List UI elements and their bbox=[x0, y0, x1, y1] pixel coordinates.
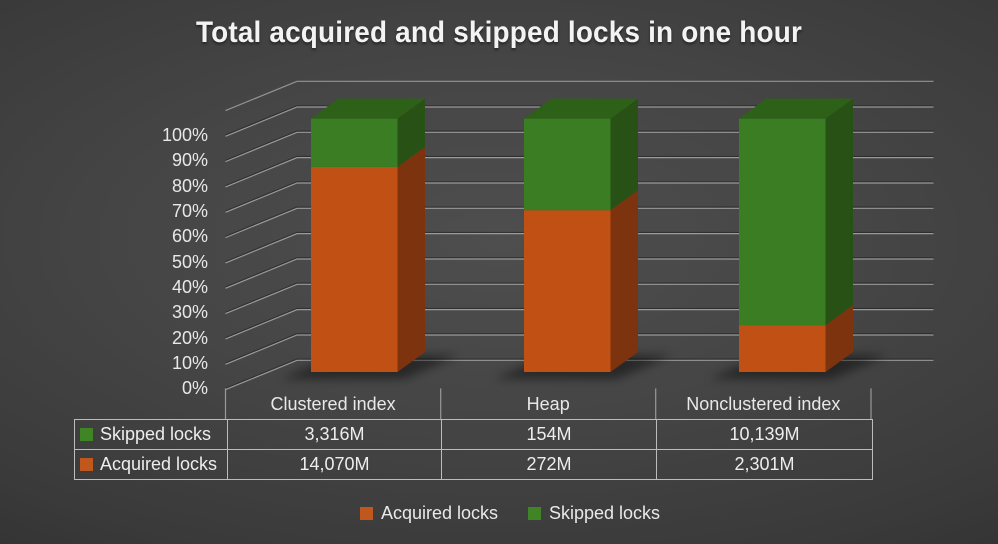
skipped-locks-swatch bbox=[80, 428, 93, 441]
skipped-segment-top[interactable] bbox=[311, 98, 425, 119]
table-cell: 14,070M bbox=[227, 449, 442, 480]
table-row-label: Skipped locks bbox=[100, 424, 212, 444]
table-cell: 2,301M bbox=[656, 449, 873, 480]
skipped-locks-legend-swatch bbox=[528, 506, 541, 520]
y-axis-tick-label: 40% bbox=[171, 277, 208, 298]
chart-data-table: Skipped locks 3,316M 154M 10,139M Acquir… bbox=[74, 419, 873, 480]
legend-item-skipped-locks[interactable]: Skipped locks bbox=[528, 503, 660, 524]
table-cell: 10,139M bbox=[656, 419, 873, 450]
table-cell: 3,316M bbox=[227, 419, 442, 450]
table-row-acquired-locks: Acquired locks 14,070M 272M 2,301M bbox=[74, 449, 873, 480]
y-axis-tick-label: 100% bbox=[161, 125, 208, 146]
gridline-shadow bbox=[225, 231, 934, 263]
gridline bbox=[225, 258, 934, 289]
skipped-segment-side[interactable] bbox=[397, 98, 426, 167]
acquired-segment-front[interactable] bbox=[739, 325, 826, 372]
gridline bbox=[225, 106, 934, 137]
category-label-heap: Heap bbox=[526, 394, 570, 414]
gridline bbox=[225, 233, 934, 264]
skipped-segment-top[interactable] bbox=[739, 98, 853, 119]
y-axis-tick-label: 70% bbox=[171, 201, 208, 222]
acquired-segment-side[interactable] bbox=[397, 146, 426, 372]
skipped-segment-side[interactable] bbox=[825, 98, 854, 326]
acquired-locks-swatch bbox=[80, 458, 93, 471]
y-axis-tick-label: 60% bbox=[171, 226, 208, 247]
y-axis: 0% 10% 20% 30% 40% 50% 60% 70% 80% 90% 100% bbox=[0, 0, 208, 544]
chart-legend: Acquired locks Skipped locks bbox=[0, 503, 998, 523]
gridline-shadow bbox=[225, 105, 934, 136]
category-label-nonclustered-index: Nonclustered index bbox=[686, 394, 841, 414]
gridline-shadow bbox=[225, 206, 934, 237]
table-cell: 154M bbox=[441, 419, 657, 450]
gridline-shadow bbox=[225, 282, 934, 313]
gridline bbox=[225, 207, 934, 239]
gridline bbox=[225, 182, 934, 213]
gridline bbox=[225, 359, 934, 391]
acquired-locks-legend-swatch bbox=[359, 506, 373, 520]
acquired-segment-side[interactable] bbox=[825, 305, 854, 372]
gridline-shadow bbox=[225, 257, 934, 288]
y-axis-tick-label: 50% bbox=[171, 251, 208, 272]
bar-nonclustered-index bbox=[709, 98, 888, 379]
gridline bbox=[225, 283, 934, 315]
y-axis-tick-label: 80% bbox=[171, 175, 208, 196]
skipped-segment-side[interactable] bbox=[610, 98, 639, 211]
skipped-segment-front[interactable] bbox=[739, 118, 826, 326]
y-axis-tick-label: 10% bbox=[171, 353, 208, 374]
acquired-segment-front[interactable] bbox=[524, 210, 611, 372]
skipped-segment-top[interactable] bbox=[524, 98, 638, 119]
legend-label: Skipped locks bbox=[549, 502, 661, 523]
gridline-shadow bbox=[225, 155, 934, 187]
acquired-segment-front[interactable] bbox=[311, 166, 398, 372]
bar-clustered-index bbox=[281, 98, 460, 379]
skipped-segment-front[interactable] bbox=[524, 118, 611, 211]
y-axis-tick-label: 0% bbox=[181, 378, 208, 399]
skipped-segment-front[interactable] bbox=[311, 118, 398, 167]
wall-top-edge bbox=[225, 80, 934, 112]
table-row-label-cell: Skipped locks bbox=[74, 419, 228, 450]
y-axis-tick-label: 30% bbox=[171, 302, 208, 323]
table-cell: 272M bbox=[441, 449, 657, 480]
gridline-shadow bbox=[225, 307, 934, 339]
table-row-label: Acquired locks bbox=[100, 454, 218, 474]
acquired-segment-side[interactable] bbox=[610, 190, 639, 372]
gridline bbox=[225, 334, 934, 365]
bar-heap bbox=[494, 98, 673, 379]
gridlines bbox=[224, 80, 934, 420]
gridline-shadow bbox=[225, 181, 934, 212]
legend-label: Acquired locks bbox=[380, 502, 498, 523]
table-row-label-cell: Acquired locks bbox=[74, 449, 228, 480]
gridline bbox=[225, 157, 934, 188]
gridline-shadow bbox=[225, 358, 934, 389]
gridline bbox=[225, 309, 934, 340]
table-row-skipped-locks: Skipped locks 3,316M 154M 10,139M bbox=[74, 419, 873, 450]
gridline-shadow bbox=[225, 333, 934, 364]
chart-title: Total acquired and skipped locks in one … bbox=[195, 16, 803, 49]
y-axis-tick-label: 20% bbox=[171, 327, 208, 348]
legend-item-acquired-locks[interactable]: Acquired locks bbox=[359, 502, 498, 524]
y-axis-tick-label: 90% bbox=[171, 150, 208, 171]
category-label-clustered-index: Clustered index bbox=[270, 394, 396, 414]
gridline bbox=[225, 131, 934, 163]
gridline-shadow bbox=[225, 130, 934, 161]
